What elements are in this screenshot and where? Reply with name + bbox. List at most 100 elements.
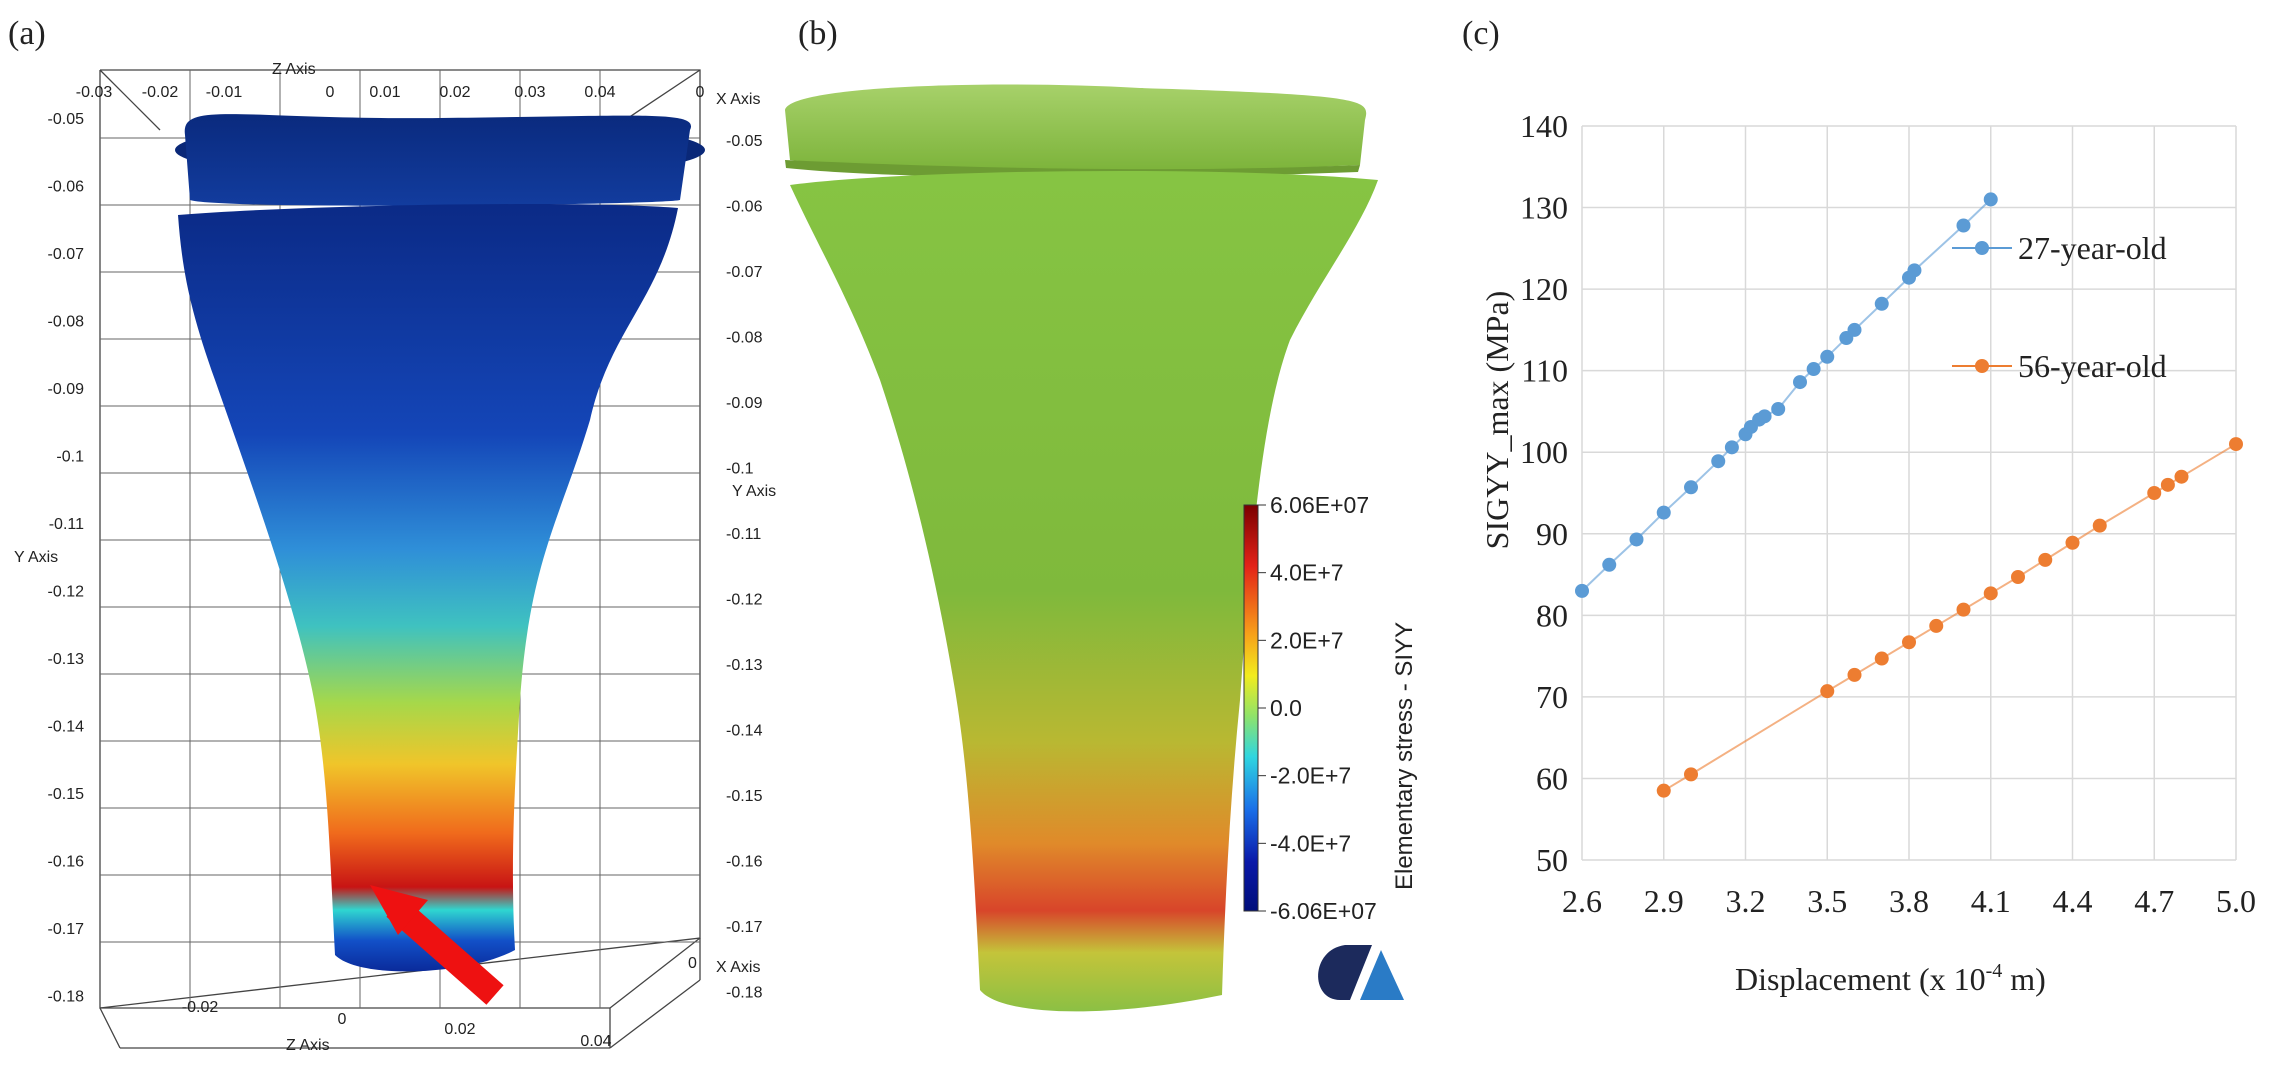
axis-tick-label: -0.01 xyxy=(206,84,243,101)
axis-tick-label: -0.09 xyxy=(726,395,763,412)
tibia-model-b xyxy=(785,84,1378,1012)
axis-tick-label: -0.1 xyxy=(56,449,84,466)
data-point xyxy=(1771,401,1786,416)
panel-b-label: (b) xyxy=(798,15,838,52)
y-tick-label: 60 xyxy=(1536,760,1568,796)
axis-tick-label: -0.07 xyxy=(726,264,763,281)
x-tick-label: 4.7 xyxy=(2134,883,2174,919)
y-tick-label: 90 xyxy=(1536,516,1568,552)
axis-tick-label: -0.05 xyxy=(48,111,85,128)
colorbar-tick-label: 2.0E+7 xyxy=(1270,627,1344,653)
chart-grid xyxy=(1581,125,2237,861)
axis-tick-label: -0.14 xyxy=(48,719,85,736)
y-axis-title-right: Y Axis xyxy=(732,483,776,500)
y-tick-label: 130 xyxy=(1520,190,1568,226)
colorbar-tick-label: -4.0E+7 xyxy=(1270,830,1351,856)
data-point xyxy=(1757,409,1772,424)
axis-tick-label: -0.15 xyxy=(726,788,763,805)
data-point xyxy=(1847,667,1862,682)
data-point xyxy=(1575,583,1589,598)
y-axis-label: SIGYY_max (MPa) xyxy=(1479,291,1515,550)
axis-tick-label: -0.11 xyxy=(726,526,761,543)
y-tick-label: 80 xyxy=(1536,597,1568,633)
legend-label: 56-year-old xyxy=(2018,348,2167,384)
x-tick-label: 2.6 xyxy=(1562,883,1602,919)
red-arrow-icon xyxy=(370,885,504,1005)
legend-label: 27-year-old xyxy=(2018,230,2167,266)
colorbar-tick-label: -2.0E+7 xyxy=(1270,763,1351,789)
axis-tick-label: -0.14 xyxy=(726,723,763,740)
colorbar-tick-label: 6.06E+07 xyxy=(1270,492,1369,518)
axis-tick-label: -0.18 xyxy=(726,985,763,1002)
data-point xyxy=(1711,454,1726,469)
y-tick-label: 50 xyxy=(1536,842,1568,878)
x-tick-label: 3.8 xyxy=(1889,883,1929,919)
axis-tick-label: -0.16 xyxy=(48,854,85,871)
x-tick-labels: 2.6 2.9 3.2 3.5 3.8 4.1 4.4 4.7 5.0 xyxy=(1562,883,2256,919)
data-point xyxy=(1874,296,1889,311)
axis-tick-label: 0.04 xyxy=(584,84,615,101)
colorbar-title: Elementary stress - SIYY xyxy=(1391,622,1418,890)
x-axis-title-top: X Axis xyxy=(716,91,760,108)
y-tick-label: 110 xyxy=(1521,353,1568,389)
axis-tick-label: -0.12 xyxy=(48,584,85,601)
data-point xyxy=(1820,684,1835,699)
data-point xyxy=(1806,362,1821,377)
y-tick-label: 70 xyxy=(1536,679,1568,715)
axis-tick-label: 0 xyxy=(338,1011,347,1028)
data-point xyxy=(1793,375,1807,390)
data-point xyxy=(1956,602,1971,617)
data-point xyxy=(1629,532,1644,547)
axis-tick-label: -0.13 xyxy=(48,651,85,668)
axis-tick-label: -0.18 xyxy=(48,989,85,1006)
axis-tick-label: -0.02 xyxy=(182,999,219,1016)
data-point xyxy=(1874,651,1889,666)
colorbar-tick-label: -6.06E+07 xyxy=(1270,898,1377,924)
chart-series xyxy=(1575,192,2243,798)
data-point xyxy=(1820,349,1835,364)
x-axis-label: Displacement (x 10-4 m) xyxy=(1735,960,2046,997)
axis-tick-label: -0.16 xyxy=(726,854,763,871)
axis-tick-label: 0.04 xyxy=(580,1033,611,1050)
data-point xyxy=(1724,440,1739,455)
axis-tick-label: -0.02 xyxy=(142,84,179,101)
panel-a-top-ticks: -0.03 -0.02 -0.01 0 0.01 0.02 0.03 0.04 0 xyxy=(76,84,705,101)
tibia-model-a xyxy=(175,114,705,972)
y-tick-label: 100 xyxy=(1520,434,1568,470)
data-point xyxy=(1907,263,1922,278)
axis-tick-label: 0.01 xyxy=(369,84,400,101)
axis-tick-label: -0.08 xyxy=(726,330,763,347)
z-axis-title-bottom: Z Axis xyxy=(286,1037,330,1054)
axis-tick-label: -0.12 xyxy=(726,592,763,609)
axis-tick-label: -0.03 xyxy=(76,84,113,101)
chart-legend: 27-year-old 56-year-old xyxy=(1952,230,2167,384)
axis-tick-label: 0 xyxy=(696,84,705,101)
axis-tick-label: -0.17 xyxy=(726,919,763,936)
axis-tick-label: -0.11 xyxy=(49,516,84,533)
colorbar xyxy=(1243,504,1259,912)
panel-a-left-ticks: -0.05 -0.06 -0.07 -0.08 -0.09 -0.1 -0.11 -0.12 -… xyxy=(48,111,85,1006)
y-tick-label: 140 xyxy=(1520,108,1568,144)
data-point xyxy=(2065,535,2080,550)
data-point xyxy=(2174,469,2189,484)
colorbar-tick-label: 4.0E+7 xyxy=(1270,560,1344,586)
data-point xyxy=(1684,480,1698,495)
x-tick-label: 2.9 xyxy=(1644,883,1684,919)
data-point xyxy=(1902,635,1916,650)
axis-tick-label: -0.05 xyxy=(726,133,763,150)
axis-tick-label: -0.17 xyxy=(48,921,85,938)
data-point xyxy=(1602,557,1617,572)
data-point xyxy=(2229,437,2243,452)
data-point xyxy=(1684,767,1698,782)
data-point xyxy=(1847,322,1862,337)
x-tick-label: 3.5 xyxy=(1807,883,1847,919)
data-point xyxy=(1656,783,1671,798)
axis-tick-label: 0 xyxy=(326,84,335,101)
panel-a-label: (a) xyxy=(8,15,46,52)
x-tick-label: 5.0 xyxy=(2216,883,2256,919)
panel-a-right-ticks: -0.05 -0.06 -0.07 -0.08 -0.09 -0.1 -0.11 -0.12 -… xyxy=(726,133,763,1002)
axis-tick-label: -0.1 xyxy=(726,461,754,478)
x-tick-label: 3.2 xyxy=(1726,883,1766,919)
axis-tick-label: -0.13 xyxy=(726,657,763,674)
legend-swatch-marker xyxy=(1975,241,1989,255)
